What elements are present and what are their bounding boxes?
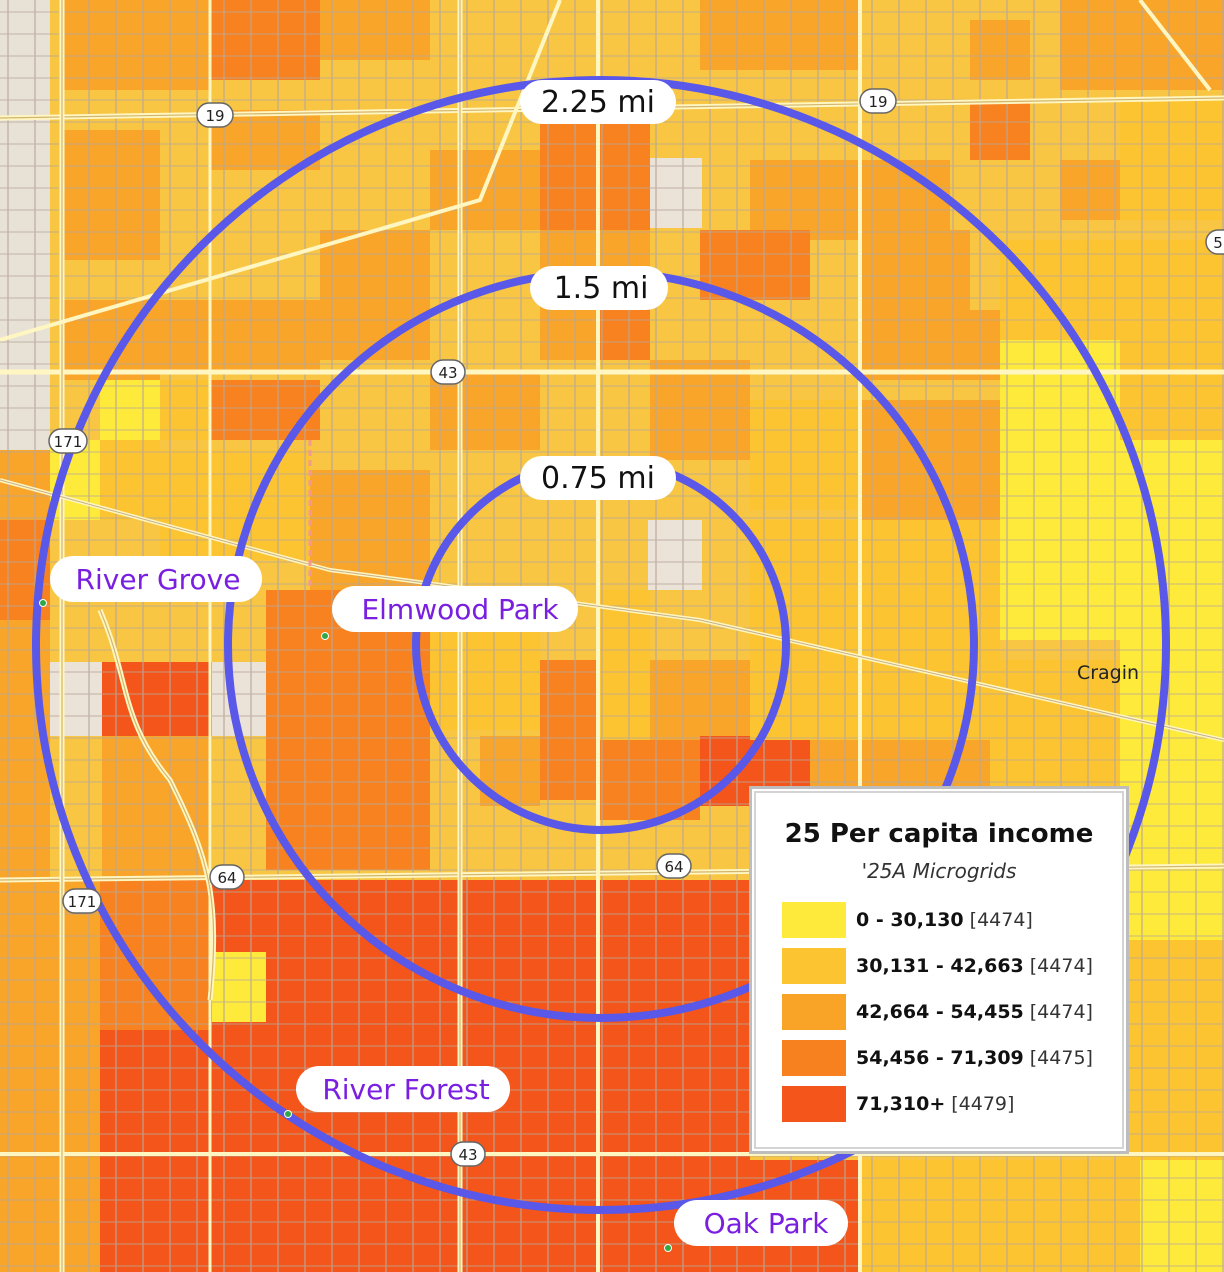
legend-swatch [782,1086,846,1122]
legend-subtitle: '25A Microgrids [861,859,1017,883]
route-shield: 171 [62,888,102,914]
ring-label-inner: 0.75 mi [541,461,655,496]
ring-label-middle: 1.5 mi [554,271,649,306]
legend-swatch [782,948,846,984]
svg-text:19: 19 [205,107,224,125]
route-shield: 5 [1205,229,1224,255]
route-shield: 43 [430,359,466,385]
svg-text:43: 43 [458,1146,477,1164]
legend-count: [4474] [969,909,1033,931]
route-shield: 19 [859,88,897,114]
legend-swatch [782,902,846,938]
svg-text:64: 64 [664,858,683,876]
place-label-oak-park[interactable]: Oak Park [704,1207,830,1240]
legend-row: 42,664 - 54,455 [4474] [782,989,1108,1035]
place-label-elmwood-park[interactable]: Elmwood Park [361,593,559,626]
legend-row: 0 - 30,130 [4474] [782,897,1108,943]
route-shield: 64 [209,864,245,890]
ring-label-outer: 2.25 mi [541,85,655,120]
legend-row: 54,456 - 71,309 [4475] [782,1035,1108,1081]
route-shields: 19 19 43 43 171 171 64 64 [48,88,1224,1167]
legend-count: [4474] [1029,955,1093,977]
legend-range: 71,310+ [856,1093,946,1115]
legend-count: [4475] [1029,1047,1093,1069]
legend-range: 54,456 - 71,309 [856,1047,1024,1069]
svg-text:5: 5 [1213,234,1223,252]
legend-count: [4479] [951,1093,1015,1115]
place-label-river-grove[interactable]: River Grove [76,563,241,596]
legend-range: 30,131 - 42,663 [856,955,1024,977]
legend-row: 71,310+ [4479] [782,1081,1108,1127]
route-shield: 19 [196,102,234,128]
legend-row: 30,131 - 42,663 [4474] [782,943,1108,989]
legend-range: 42,664 - 54,455 [856,1001,1024,1023]
legend-swatch [782,1040,846,1076]
svg-text:171: 171 [68,893,97,911]
legend-range: 0 - 30,130 [856,909,964,931]
route-shield: 171 [48,428,88,454]
svg-text:171: 171 [54,433,83,451]
legend-title: 25 Per capita income [784,819,1094,849]
route-shield: 64 [656,853,692,879]
svg-text:19: 19 [868,93,887,111]
place-label-cragin[interactable]: Cragin [1077,662,1139,684]
place-labels: River Grove Elmwood Park River Forest Oa… [50,556,1139,1246]
svg-text:43: 43 [438,364,457,382]
route-shield: 43 [450,1141,486,1167]
legend-swatch [782,994,846,1030]
place-label-river-forest[interactable]: River Forest [322,1073,489,1106]
legend-count: [4474] [1029,1001,1093,1023]
place-markers [39,599,672,1252]
svg-text:64: 64 [217,869,236,887]
ring-labels: 2.25 mi 1.5 mi 0.75 mi [520,80,676,500]
map-legend: 25 Per capita income '25A Microgrids 0 -… [749,786,1129,1154]
